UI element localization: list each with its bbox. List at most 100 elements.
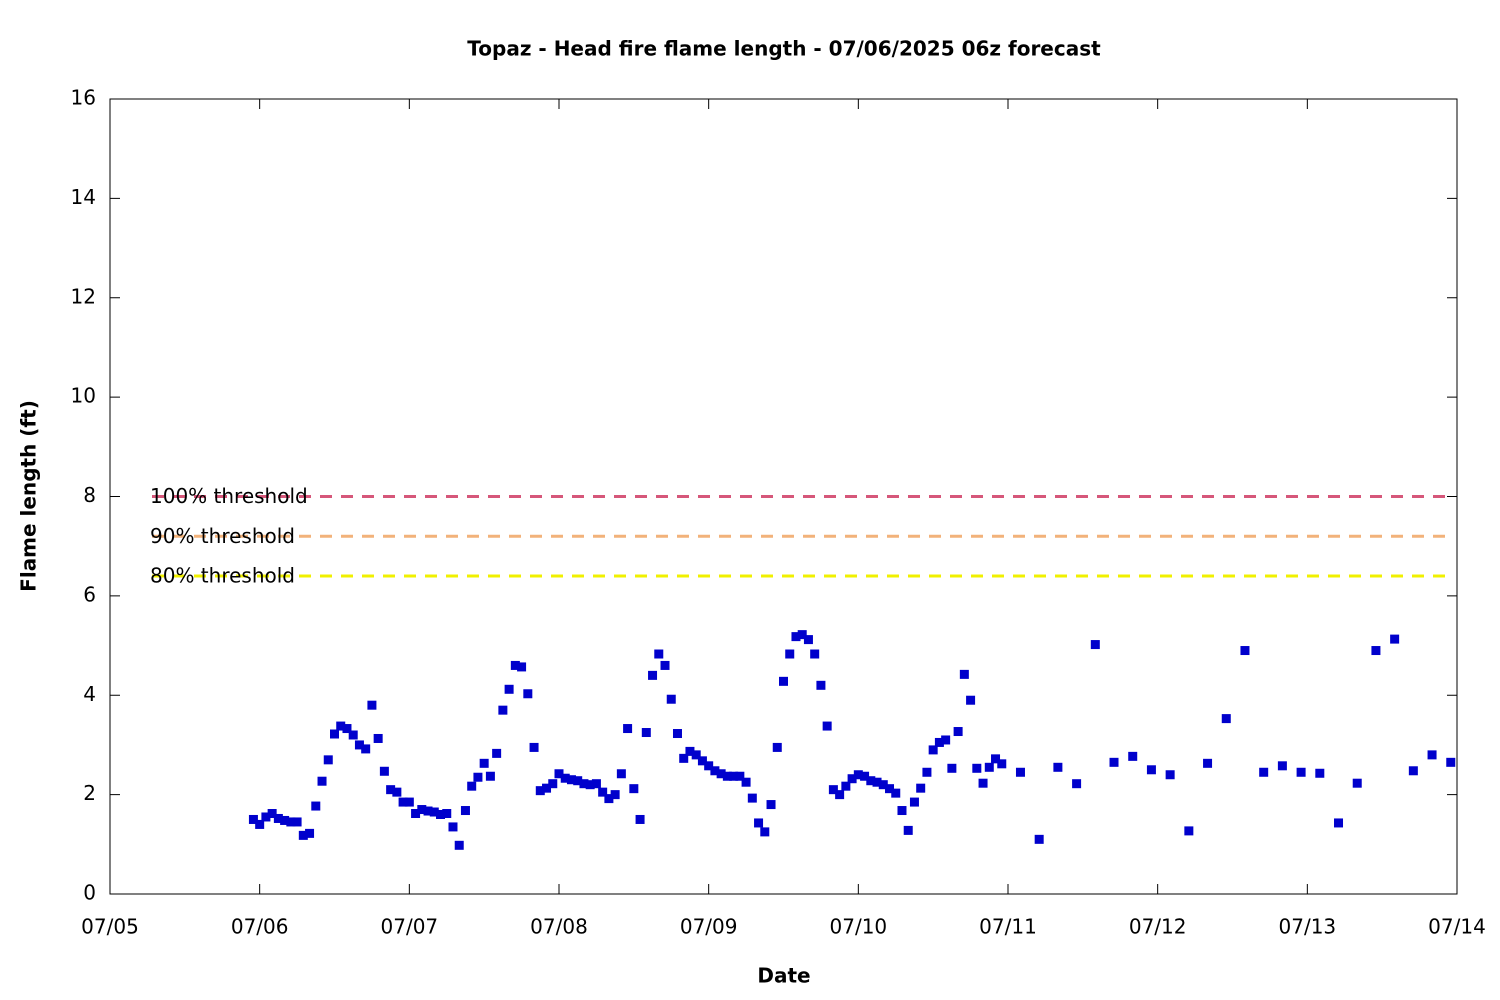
point xyxy=(1296,767,1306,777)
point xyxy=(797,630,807,640)
point xyxy=(386,785,396,795)
point xyxy=(853,770,863,780)
point xyxy=(323,755,333,765)
point xyxy=(292,817,302,827)
point xyxy=(891,788,901,798)
point xyxy=(897,806,907,816)
point xyxy=(1446,757,1456,767)
x-tick-label: 07/11 xyxy=(979,915,1037,939)
y-tick-label: 14 xyxy=(71,185,96,209)
point xyxy=(529,742,539,752)
x-tick-label: 07/07 xyxy=(381,915,439,939)
point xyxy=(872,777,882,787)
point xyxy=(878,780,888,790)
point xyxy=(766,800,776,810)
point xyxy=(1259,767,1269,777)
point xyxy=(741,777,751,787)
point xyxy=(941,735,951,745)
x-tick-label: 07/05 xyxy=(81,915,139,939)
point xyxy=(585,780,595,790)
point xyxy=(1090,640,1100,650)
chart-title: Topaz - Head fire flame length - 07/06/2… xyxy=(467,37,1101,61)
point xyxy=(1072,779,1082,789)
point xyxy=(1053,762,1063,772)
point xyxy=(934,737,944,747)
point xyxy=(367,700,377,710)
point xyxy=(679,753,689,763)
point xyxy=(591,779,601,789)
point xyxy=(803,635,813,645)
threshold-label: 100% threshold xyxy=(150,484,308,508)
x-tick-label: 07/13 xyxy=(1279,915,1337,939)
point xyxy=(423,806,433,816)
point xyxy=(1352,778,1362,788)
point xyxy=(392,787,402,797)
y-tick-label: 16 xyxy=(71,86,96,110)
point xyxy=(485,771,495,781)
point xyxy=(810,649,820,659)
point xyxy=(273,813,283,823)
point xyxy=(454,840,464,850)
point xyxy=(660,660,670,670)
point xyxy=(697,756,707,766)
point xyxy=(604,794,614,804)
point xyxy=(311,801,321,811)
point xyxy=(1371,646,1381,656)
y-axis-label: Flame length (ft) xyxy=(17,400,41,592)
y-tick-label: 8 xyxy=(83,483,96,507)
point xyxy=(579,779,589,789)
point xyxy=(847,774,857,784)
point xyxy=(348,730,358,740)
point xyxy=(922,767,932,777)
point xyxy=(841,781,851,791)
point xyxy=(791,632,801,642)
point xyxy=(404,797,414,807)
point xyxy=(722,771,732,781)
point xyxy=(1184,826,1194,836)
point xyxy=(298,830,308,840)
point xyxy=(548,779,558,789)
point xyxy=(411,809,421,819)
threshold-label: 90% threshold xyxy=(150,524,295,548)
point xyxy=(635,814,645,824)
point xyxy=(729,771,739,781)
point xyxy=(248,814,258,824)
point xyxy=(317,776,327,786)
point xyxy=(598,787,608,797)
x-tick-label: 07/09 xyxy=(680,915,738,939)
point xyxy=(479,758,489,768)
point xyxy=(573,776,583,786)
point xyxy=(747,793,757,803)
point xyxy=(860,771,870,781)
point xyxy=(1221,714,1231,724)
point xyxy=(641,728,651,738)
x-axis-label: Date xyxy=(757,964,810,988)
x-tick-label: 07/06 xyxy=(231,915,289,939)
point xyxy=(1277,761,1287,771)
point xyxy=(760,827,770,837)
point xyxy=(1315,768,1325,778)
point xyxy=(267,809,277,819)
point xyxy=(361,744,371,754)
point xyxy=(947,763,957,773)
point xyxy=(429,807,439,817)
point xyxy=(822,721,832,731)
point xyxy=(959,669,969,679)
point xyxy=(1146,765,1156,775)
point xyxy=(623,724,633,734)
point xyxy=(261,812,271,822)
point xyxy=(336,721,346,731)
point xyxy=(629,784,639,794)
point xyxy=(779,676,788,686)
point xyxy=(772,742,782,752)
point xyxy=(535,786,545,796)
point xyxy=(1203,758,1213,768)
point xyxy=(691,750,701,760)
point xyxy=(1128,751,1138,761)
point xyxy=(504,684,514,694)
point xyxy=(398,797,408,807)
point xyxy=(903,825,913,835)
point xyxy=(517,662,527,672)
y-tick-label: 6 xyxy=(83,582,96,606)
y-tick-label: 2 xyxy=(83,781,96,805)
